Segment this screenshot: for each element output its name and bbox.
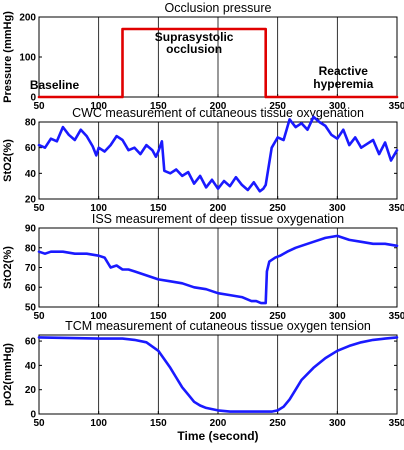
panel4-y-tick-label-60: 60 [25, 337, 37, 348]
panel4-x-tick-label-300: 300 [329, 418, 346, 429]
panel3-x-tick-label-50: 50 [33, 311, 45, 322]
panel2-x-tick-label-250: 250 [269, 203, 286, 214]
panel2-series-line-0 [37, 115, 399, 193]
panel2-x-tick-label-50: 50 [33, 203, 45, 214]
panel2-y-tick-label-60: 60 [25, 143, 37, 154]
panel3-x-tick-label-150: 150 [150, 311, 167, 322]
panel3-y-tick-label-90: 90 [25, 224, 37, 235]
panel3-x-tick-label-250: 250 [269, 311, 286, 322]
panel3-x-tick-label-300: 300 [329, 311, 346, 322]
panel1-x-tick-label-300: 300 [329, 101, 346, 112]
panel2-x-tick-label-300: 300 [329, 203, 346, 214]
panel1-x-tick-label-150: 150 [150, 101, 167, 112]
panel1-annotation-2: occlusion [166, 42, 222, 56]
panel3-series-line-0 [37, 234, 399, 305]
panel1-x-tick-label-200: 200 [210, 101, 227, 112]
panel2-x-tick-label-200: 200 [210, 203, 227, 214]
panel2-y-tick-label-80: 80 [25, 118, 37, 129]
panel4-x-tick-label-200: 200 [210, 418, 227, 429]
panel4-y-tick-label-20: 20 [25, 385, 37, 396]
panel1-y-tick-label-0: 0 [30, 93, 36, 104]
panel4-y-tick-label-40: 40 [25, 361, 37, 372]
panel4-x-tick-label-100: 100 [90, 418, 107, 429]
panel4-x-tick-label-150: 150 [150, 418, 167, 429]
panel1-series-line-0 [37, 27, 399, 99]
panel3-y-tick-label-70: 70 [25, 263, 37, 274]
panel2-y-tick-label-40: 40 [25, 169, 37, 180]
panel1-x-tick-label-250: 250 [269, 101, 286, 112]
panel2-x-tick-label-100: 100 [90, 203, 107, 214]
panel1-x-tick-label-100: 100 [90, 101, 107, 112]
panel3-title: ISS measurement of deep tissue oxygenati… [92, 212, 344, 226]
panel4-x-tick-label-350: 350 [389, 418, 404, 429]
panel4-series-line-0 [37, 336, 399, 413]
panel4-title: TCM measurement of cutaneous tissue oxyg… [65, 319, 371, 333]
panel3-x-tick-label-200: 200 [210, 311, 227, 322]
panel3-x-tick-label-350: 350 [389, 311, 404, 322]
panel4-x-axis-label: Time (second) [177, 429, 258, 443]
panel1-y-tick-label-200: 200 [19, 13, 36, 24]
panel1-title: Occlusion pressure [165, 1, 272, 15]
panel4-x-tick-label-250: 250 [269, 418, 286, 429]
panel4-x-tick-label-50: 50 [33, 418, 45, 429]
panel1-annotation-0: Baseline [30, 78, 80, 92]
panel2-x-tick-label-350: 350 [389, 203, 404, 214]
panel2-y-tick-label-20: 20 [25, 195, 37, 206]
panel1-y-tick-label-100: 100 [19, 53, 36, 64]
panel3-x-tick-label-100: 100 [90, 311, 107, 322]
panel1-y-axis-label: Pressure (mmHg) [2, 11, 14, 103]
panel3-y-tick-label-50: 50 [25, 303, 37, 314]
panel3-y-tick-label-80: 80 [25, 243, 37, 254]
panel3-y-axis-label: StO2(%) [2, 246, 14, 289]
panel2-title: CWC measurement of cutaneous tissue oxyg… [72, 106, 364, 120]
panel1-x-tick-label-50: 50 [33, 101, 45, 112]
panel2-x-tick-label-150: 150 [150, 203, 167, 214]
panel1-annotation-3: Reactive [319, 64, 369, 78]
panel3-y-tick-label-60: 60 [25, 283, 37, 294]
panel1-x-tick-label-350: 350 [389, 101, 404, 112]
panel2-y-axis-label: StO2(%) [2, 139, 14, 182]
panel1-annotation-1: Suprasystolic [155, 30, 234, 44]
panel1-annotation-4: hyperemia [313, 77, 373, 91]
panel4-y-axis-label: pO2(mmHg) [2, 343, 14, 406]
panel4-y-tick-label-0: 0 [30, 410, 36, 421]
